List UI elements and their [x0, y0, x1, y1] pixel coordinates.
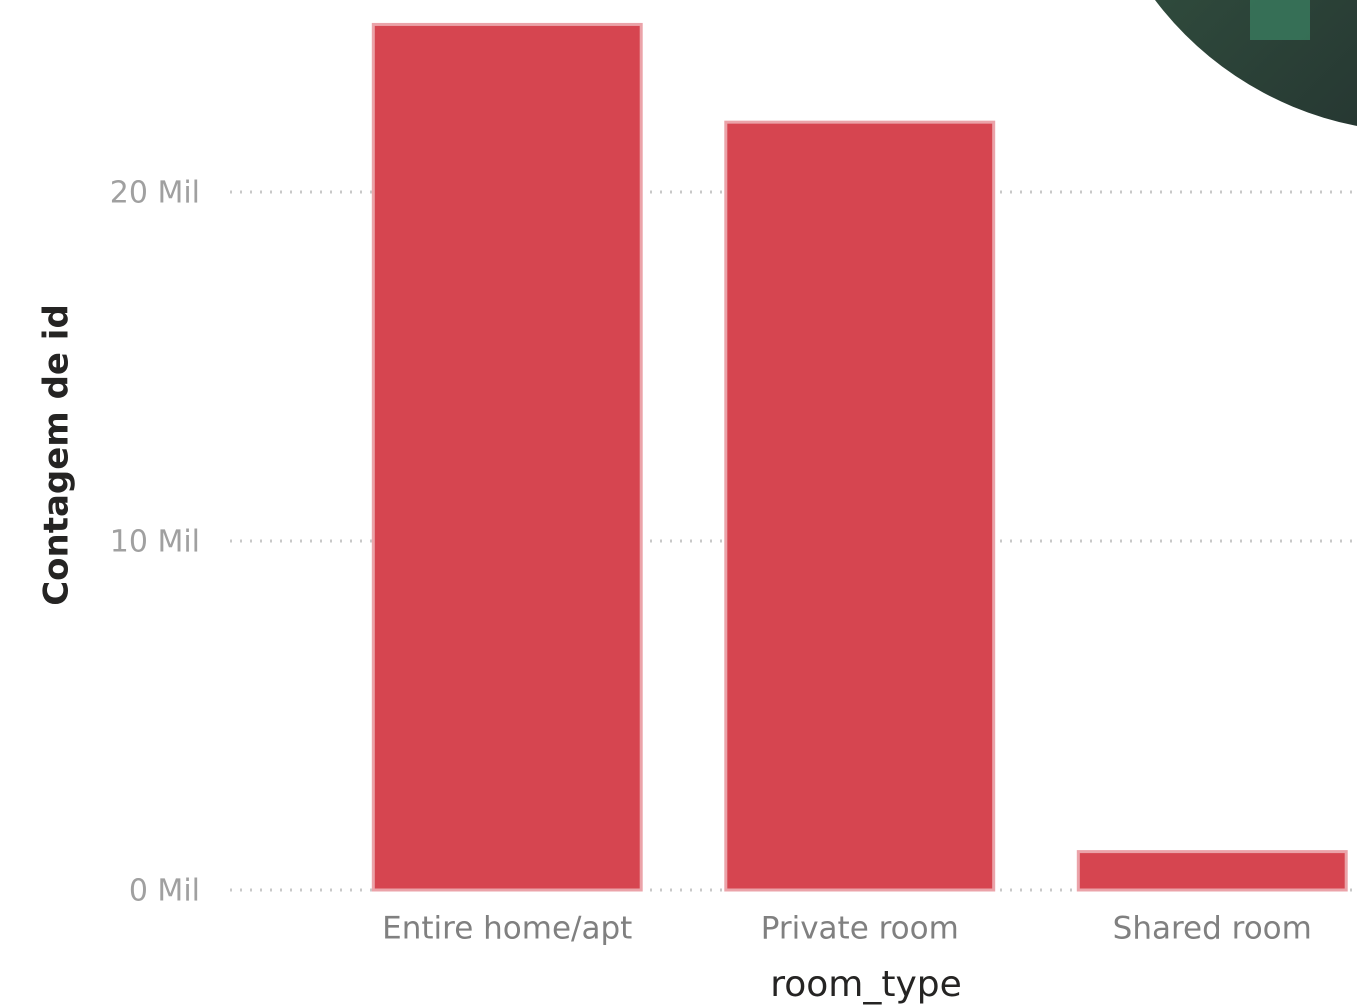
bar [1076, 850, 1348, 892]
y-tick-label: 20 Mil [110, 175, 200, 210]
profile-photo [1155, 0, 1357, 126]
bar-layer [371, 22, 1348, 892]
x-tick-label: Private room [761, 911, 959, 947]
y-tick-label: 10 Mil [110, 524, 200, 559]
y-tick-label: 0 Mil [129, 874, 200, 909]
y-axis-title: Contagem de id [37, 304, 77, 606]
x-axis-title: room_type [770, 964, 962, 1005]
x-tick-label: Shared room [1113, 911, 1312, 947]
photo-detail [1250, 0, 1310, 40]
bar [724, 120, 996, 892]
x-tick-label: Entire home/apt [382, 911, 632, 947]
bar [371, 22, 643, 892]
